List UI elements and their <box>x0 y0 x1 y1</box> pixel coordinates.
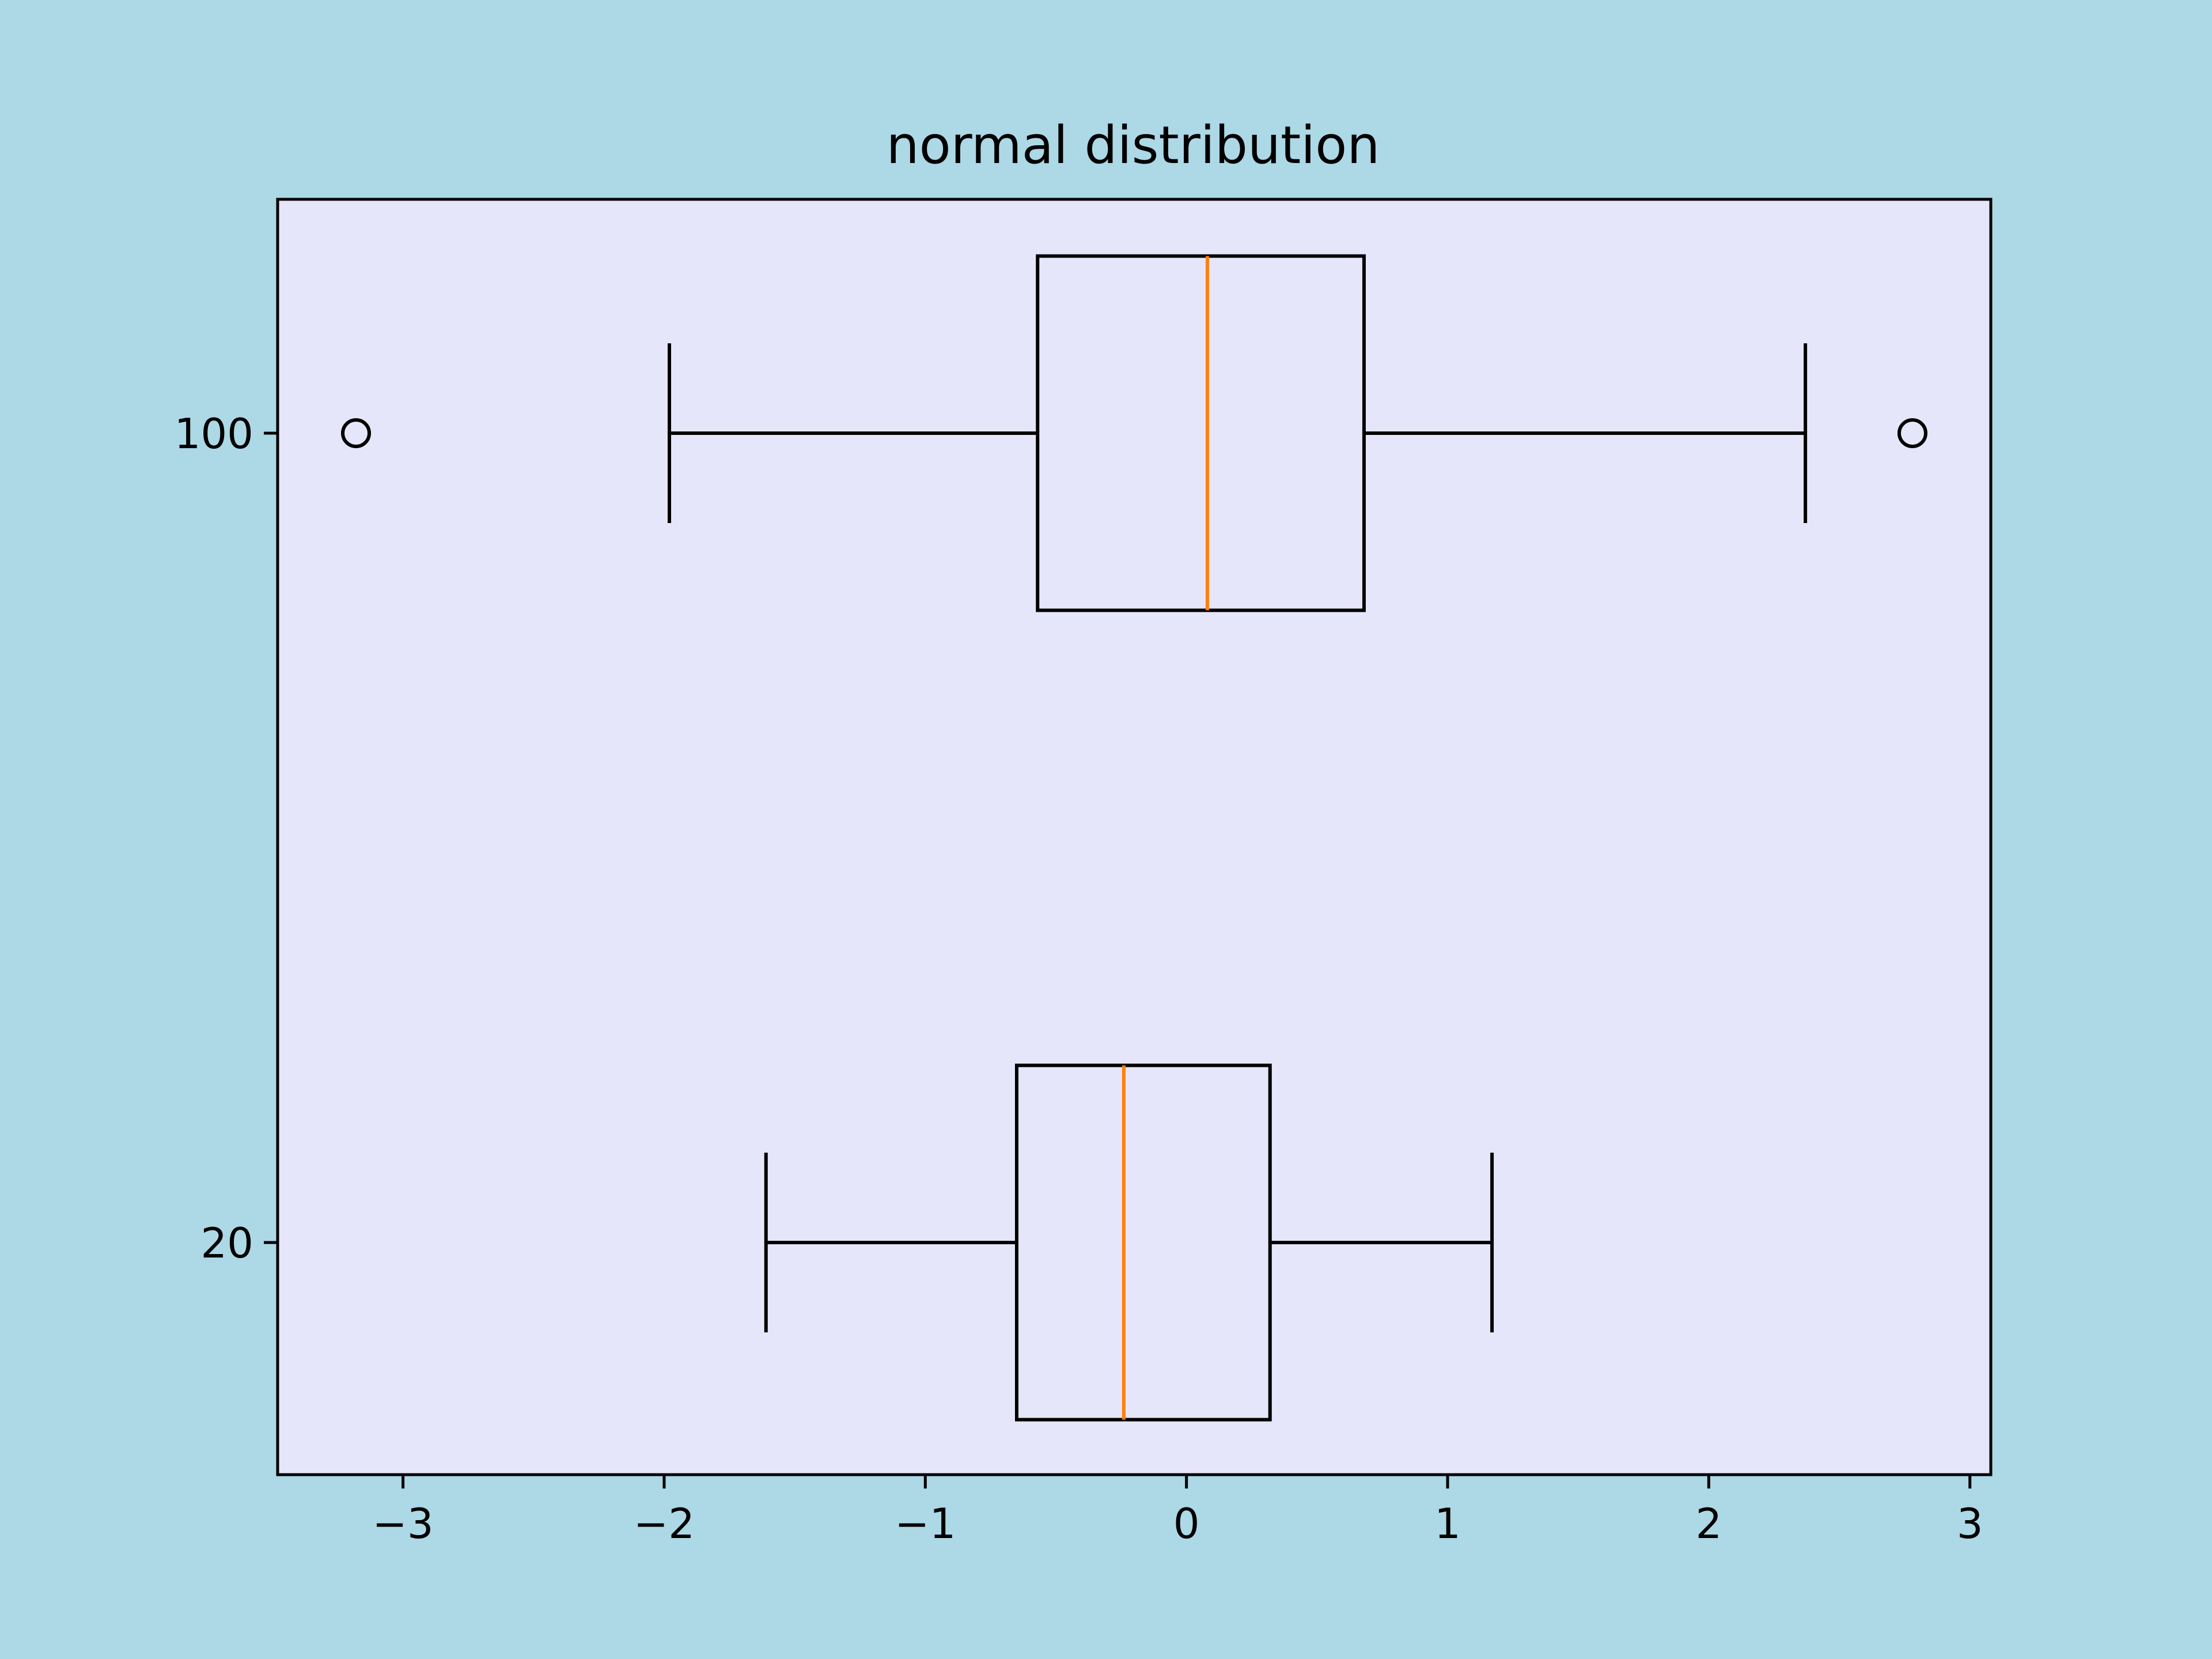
x-tick-label: −1 <box>895 1499 956 1548</box>
chart-marks <box>341 254 1927 1422</box>
plot-frame <box>276 198 1993 1476</box>
y-tick-label: 100 <box>175 410 253 458</box>
box-group-20 <box>764 1063 1494 1422</box>
x-tick-label: −2 <box>634 1499 695 1548</box>
iqr-box <box>1036 254 1366 612</box>
axis-ticks: −3 −2 −1 0 1 2 3 20 100 <box>175 410 1983 1548</box>
x-tick-label: 0 <box>1173 1499 1200 1548</box>
x-tick-label: 2 <box>1695 1499 1722 1548</box>
x-tick-label: −3 <box>373 1499 434 1548</box>
chart-title: normal distribution <box>887 115 1380 176</box>
outlier-point <box>1897 418 1927 448</box>
plot-area <box>278 199 1991 1475</box>
iqr-box <box>1014 1063 1272 1422</box>
x-tick-label: 3 <box>1957 1499 1983 1548</box>
box-group-100 <box>341 254 1927 612</box>
outlier-point <box>341 418 372 448</box>
y-tick-label: 20 <box>200 1219 253 1267</box>
x-tick-label: 1 <box>1434 1499 1461 1548</box>
